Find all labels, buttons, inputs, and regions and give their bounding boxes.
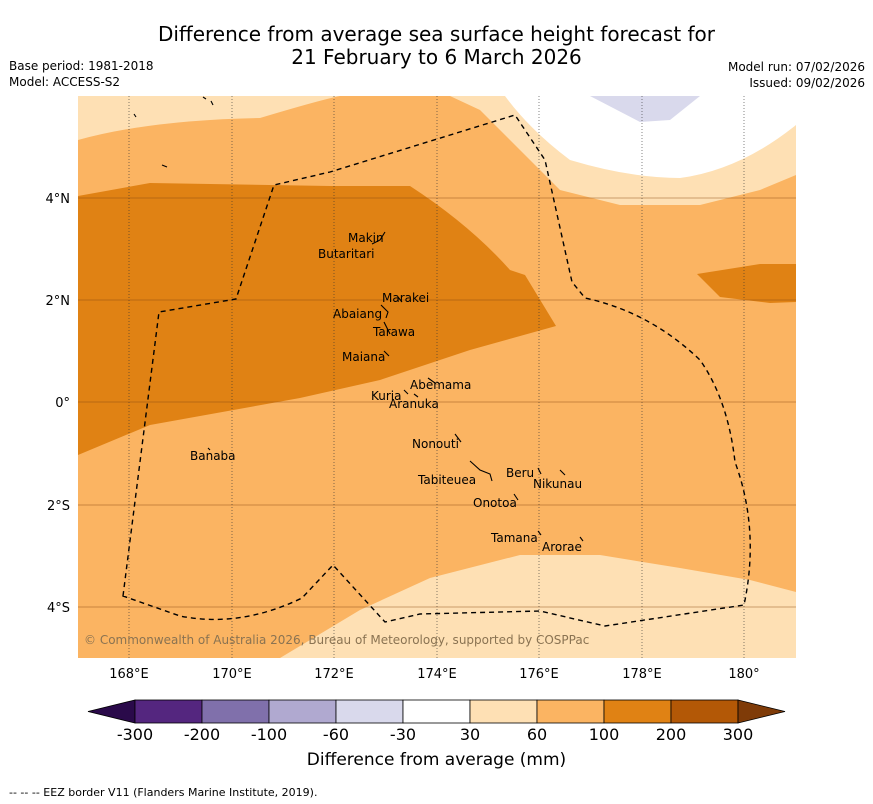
anomaly-30-60-band-south [280,555,796,658]
base-period-label: Base period: 1981-2018 [9,59,154,73]
colorbar-swatch [670,699,739,724]
y-tick-4s: 4°S [47,601,70,616]
colorbar-tick-label: 30 [459,725,481,744]
place-arorae: Arorae [542,540,582,554]
colorbar-swatch [268,699,337,724]
place-tarawa: Tarawa [372,325,415,339]
latitude-lines [78,197,796,608]
place-butaritari: Butaritari [318,247,375,261]
map-title-line-2: 21 February to 6 March 2026 [291,45,582,69]
colorbar-swatch [536,699,605,724]
colorbar-swatch [335,699,404,724]
x-tick-172e: 172°E [314,667,354,682]
place-tamana: Tamana [490,531,538,545]
place-nonouti: Nonouti [412,437,459,451]
colorbar-swatch [134,699,203,724]
anomaly-neutral-zone [505,96,796,178]
x-axis-labels: 168°E 170°E 172°E 174°E 176°E 178°E 180° [109,667,759,682]
colorbar-tick-label: 100 [588,725,620,744]
place-banaba: Banaba [190,449,236,463]
place-aranuka: Aranuka [389,397,439,411]
eez-border [122,114,751,627]
place-tabiteuea: Tabiteuea [417,473,476,487]
colorbar-tick-label: -30 [389,725,417,744]
y-tick-0: 0° [55,396,70,411]
place-maiana: Maiana [342,350,385,364]
place-labels: Makin Butaritari Marakei Abaiang Tarawa … [190,231,582,554]
colorbar [87,699,786,724]
anomaly-100-200-zone-east [697,264,796,303]
colorbar-extend-high [737,699,786,724]
anomaly-minus-30-60-zone [590,96,700,122]
y-tick-4n: 4°N [46,192,71,207]
x-tick-174e: 174°E [417,667,457,682]
colorbar-swatch [469,699,538,724]
model-label: Model: ACCESS-S2 [9,75,121,89]
map-panel: © Commonwealth of Australia 2026, Bureau… [78,96,796,658]
y-tick-2s: 2°S [47,499,70,514]
y-axis-labels: 4°N 2°N 0° 2°S 4°S [46,192,71,616]
colorbar-tick-label: 200 [655,725,687,744]
colorbar-tick-label: -300 [116,725,154,744]
place-nikunau: Nikunau [533,477,582,491]
place-onotoa: Onotoa [473,496,517,510]
place-makin: Makin [348,231,384,245]
colorbar-tick-label: -60 [322,725,350,744]
place-beru: Beru [506,466,534,480]
x-tick-176e: 176°E [519,667,559,682]
anomaly-30-60-band-northwest [78,96,340,140]
place-abaiang: Abaiang [333,307,382,321]
colorbar-tick-label: -200 [183,725,221,744]
colorbar-tick-label: 300 [722,725,754,744]
eez-border-note: -- -- -- EEZ border V11 (Flanders Marine… [9,786,318,799]
x-tick-168e: 168°E [109,667,149,682]
colorbar-swatch [603,699,672,724]
place-kuria: Kuria [371,389,402,403]
anomaly-100-200-zone-west [78,183,556,455]
y-tick-2n: 2°N [46,294,71,309]
place-marakei: Marakei [382,291,429,305]
colorbar-swatch [201,699,270,724]
place-abemama: Abemama [410,378,471,392]
copyright-notice: © Commonwealth of Australia 2026, Bureau… [84,633,589,647]
colorbar-tick-label: 60 [526,725,548,744]
x-tick-170e: 170°E [212,667,252,682]
issued-label: Issued: 09/02/2026 [749,76,865,90]
colorbar-tick-label: -100 [250,725,288,744]
x-tick-178e: 178°E [622,667,662,682]
map-title-line-1: Difference from average sea surface heig… [157,22,716,46]
graticule [128,96,745,658]
colorbar-extend-low [87,699,136,724]
colorbar-title: Difference from average (mm) [306,750,567,770]
colorbar-swatch [402,699,471,724]
model-run-label: Model run: 07/02/2026 [727,60,865,74]
islands [133,96,584,542]
x-tick-180: 180° [728,667,759,682]
